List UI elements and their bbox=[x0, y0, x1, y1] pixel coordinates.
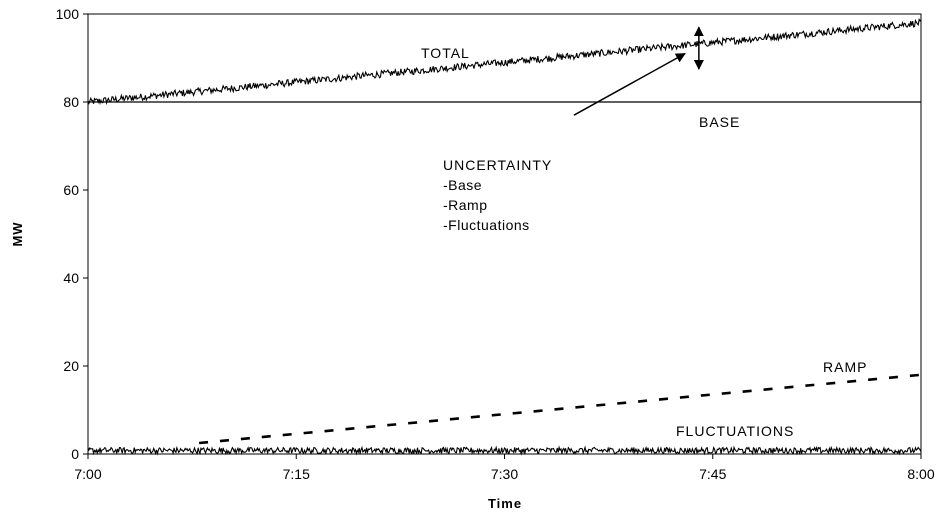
series-total-line bbox=[87, 17, 922, 106]
x-axis-title: Time bbox=[488, 496, 522, 511]
series-label-fluctuations: FLUCTUATIONS bbox=[676, 423, 794, 439]
series-label-base: BASE bbox=[699, 114, 740, 130]
uncertainty-pointer-arrow bbox=[573, 52, 686, 116]
y-axis-ticks: 0 20 40 60 80 100 bbox=[56, 6, 88, 462]
series-ramp-line bbox=[198, 373, 922, 445]
y-axis-title: MW bbox=[10, 221, 25, 246]
y-tick-label: 80 bbox=[63, 94, 79, 110]
x-axis-ticks: 7:00 7:15 7:30 7:45 8:00 bbox=[74, 454, 935, 482]
y-tick-label: 100 bbox=[56, 6, 80, 22]
x-tick-label: 7:15 bbox=[283, 466, 310, 482]
y-tick-label: 20 bbox=[63, 358, 79, 374]
series-layer bbox=[87, 17, 922, 456]
x-tick-label: 7:30 bbox=[491, 466, 518, 482]
y-tick-label: 60 bbox=[63, 182, 79, 198]
uncertainty-title: UNCERTAINTY bbox=[443, 157, 552, 173]
series-label-ramp: RAMP bbox=[823, 359, 867, 375]
uncertainty-item-fluctuations: -Fluctuations bbox=[443, 217, 530, 233]
plot-area bbox=[87, 13, 922, 455]
x-tick-label: 8:00 bbox=[907, 466, 934, 482]
uncertainty-annotation: UNCERTAINTY -Base -Ramp -Fluctuations bbox=[443, 26, 704, 233]
y-tick-label: 40 bbox=[63, 270, 79, 286]
x-tick-label: 7:45 bbox=[699, 466, 726, 482]
series-fluctuations-line bbox=[87, 445, 922, 456]
uncertainty-item-ramp: -Ramp bbox=[443, 197, 488, 213]
uncertainty-item-base: -Base bbox=[443, 177, 482, 193]
x-tick-label: 7:00 bbox=[74, 466, 101, 482]
axes bbox=[87, 13, 922, 455]
series-label-total: TOTAL bbox=[421, 45, 470, 61]
y-tick-label: 0 bbox=[71, 446, 79, 462]
